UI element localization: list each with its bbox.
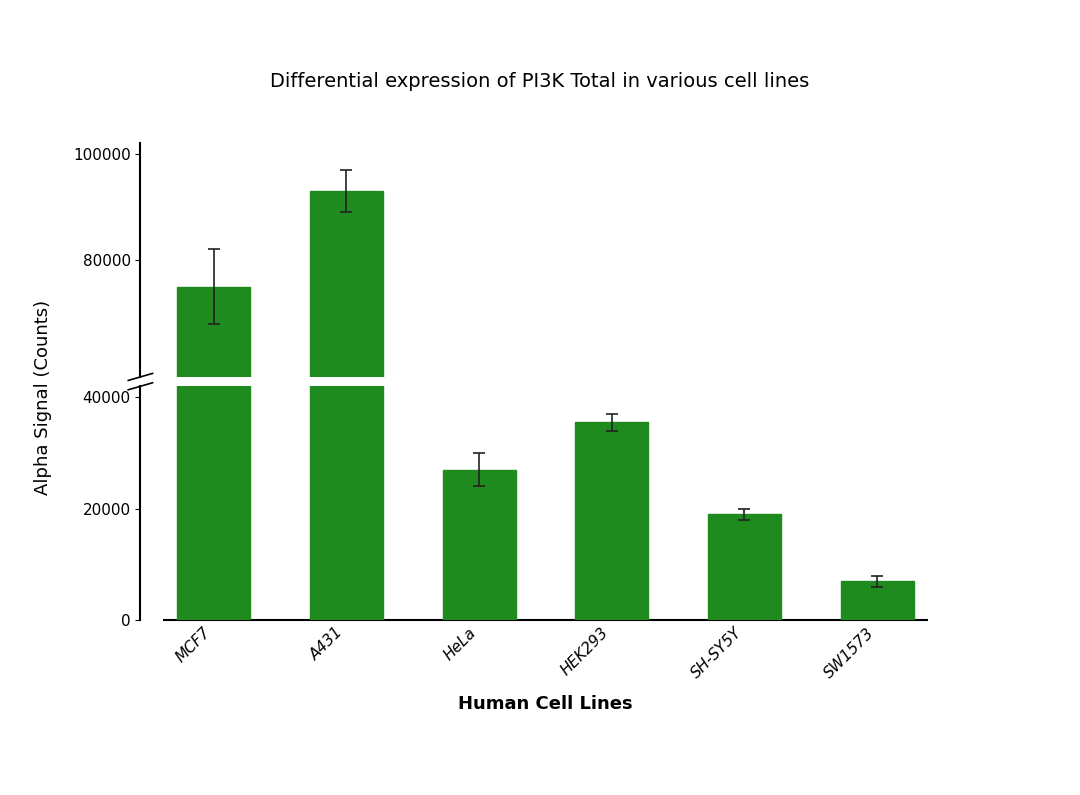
- Bar: [840, 648, 914, 685]
- Bar: [576, 497, 648, 685]
- Bar: [576, 422, 648, 620]
- Bar: [177, 286, 251, 685]
- Bar: [310, 103, 383, 620]
- X-axis label: Human Cell Lines: Human Cell Lines: [458, 696, 633, 713]
- Bar: [707, 514, 781, 620]
- Bar: [707, 584, 781, 685]
- Bar: [310, 191, 383, 685]
- Bar: [177, 203, 251, 620]
- Text: Alpha Signal (Counts): Alpha Signal (Counts): [35, 300, 52, 495]
- Bar: [443, 470, 515, 620]
- Bar: [840, 581, 914, 620]
- Bar: [443, 541, 515, 685]
- Text: Differential expression of PI3K Total in various cell lines: Differential expression of PI3K Total in…: [270, 72, 810, 91]
